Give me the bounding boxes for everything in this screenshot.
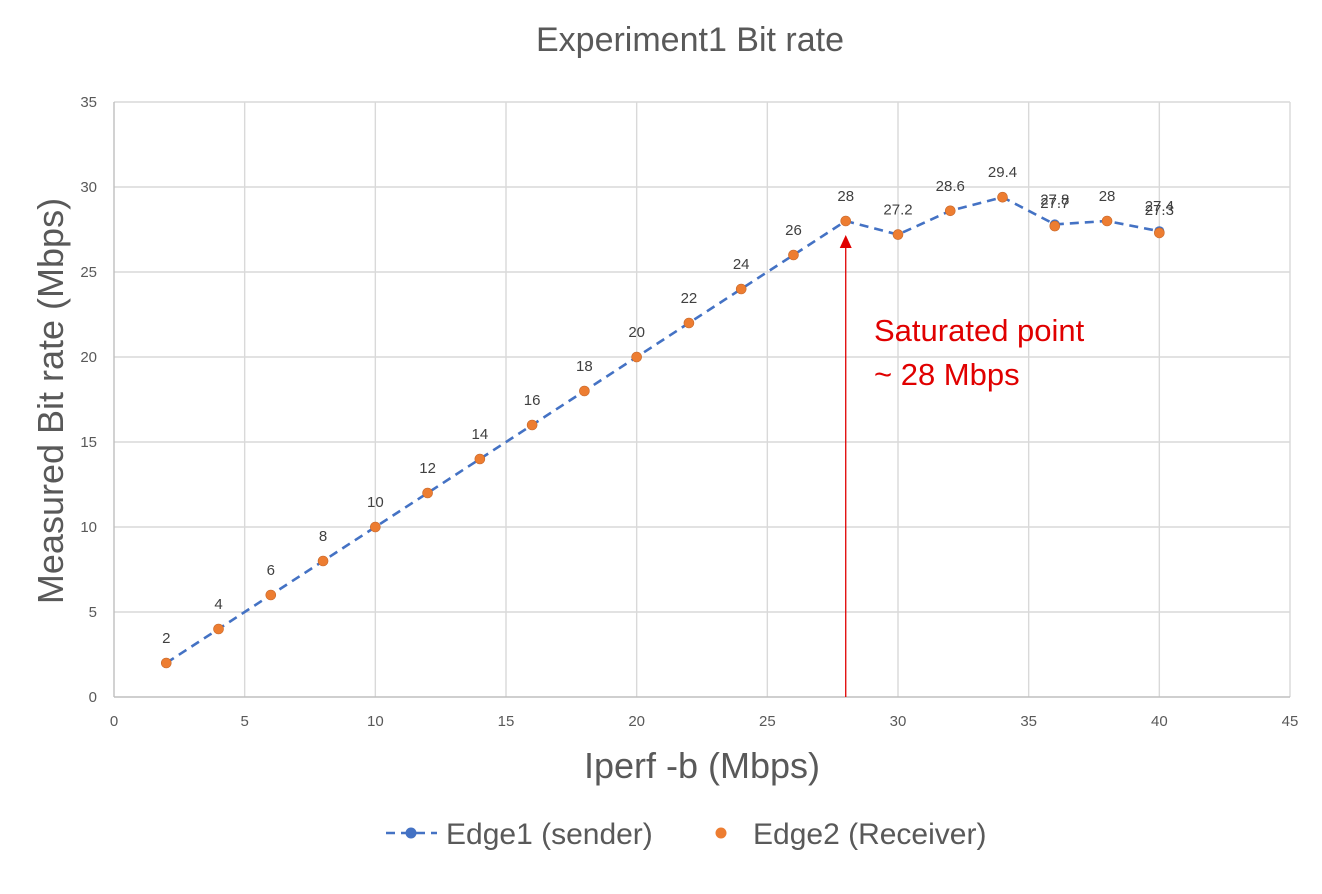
series	[160, 191, 1165, 669]
legend-edge1-marker	[405, 827, 417, 839]
y-tick-label: 30	[80, 179, 97, 196]
data-label-edge1: 10	[367, 494, 384, 511]
data-label-edge1: 27.8	[1040, 191, 1069, 208]
data-labels: 27.7 27.324681012141618202224262827.228.6…	[162, 164, 1174, 647]
y-tick-label: 10	[80, 519, 97, 536]
y-axis-title: Measured Bit rate (Mbps)	[30, 198, 71, 604]
data-label-edge1: 28	[837, 188, 854, 205]
y-tick-label: 35	[80, 94, 97, 111]
data-label-edge1: 8	[319, 528, 327, 545]
x-axis-title: Iperf -b (Mbps)	[584, 745, 820, 786]
series-edge2-point	[370, 521, 381, 533]
series-edge2-point	[735, 283, 747, 295]
data-label-edge1: 27.2	[883, 202, 912, 219]
series-edge2-point	[788, 249, 799, 261]
data-label-edge1: 18	[576, 358, 593, 375]
legend-edge2-label: Edge2 (Receiver)	[753, 818, 986, 851]
x-tick-label: 10	[367, 713, 384, 730]
x-tick-label: 0	[110, 713, 118, 730]
x-tick-label: 5	[240, 713, 248, 730]
y-tick-label: 20	[80, 349, 97, 366]
series-edge2-point	[683, 317, 695, 329]
x-tick-label: 40	[1151, 713, 1168, 730]
annotation-arrowhead	[839, 235, 852, 248]
series-edge2-point	[1154, 227, 1165, 239]
data-label-edge1: 14	[472, 426, 489, 443]
y-tick-label: 15	[80, 434, 97, 451]
data-label-edge1: 28	[1099, 188, 1116, 205]
series-edge2-point	[422, 487, 433, 499]
data-label-edge1: 20	[628, 324, 645, 341]
y-tick-label: 5	[89, 604, 97, 621]
series-edge2-point	[265, 589, 277, 601]
data-label-edge1: 6	[267, 562, 275, 579]
data-label-edge2: 27.7	[1040, 195, 1069, 212]
data-label-edge2: 27.3	[1145, 202, 1174, 219]
series-edge2-point	[160, 657, 172, 669]
axes	[113, 102, 1290, 698]
x-tick-label: 25	[759, 713, 776, 730]
series-edge2-point	[997, 191, 1008, 203]
y-tick-label: 0	[89, 689, 97, 706]
data-label-edge1: 22	[681, 290, 698, 307]
series-edge2-point	[631, 351, 642, 363]
series-edge1-line	[165, 195, 1160, 665]
legend: Edge1 (sender) Edge2 (Receiver)	[386, 818, 986, 851]
annotation-text: Saturated point	[874, 313, 1085, 348]
series-edge2-point	[944, 205, 956, 217]
x-tick-label: 20	[628, 713, 645, 730]
data-label-edge1: 2	[162, 630, 170, 647]
series-edge2-point	[526, 419, 538, 431]
annotation-text: ~ 28 Mbps	[874, 357, 1020, 392]
series-edge2-point	[579, 385, 590, 397]
x-tick-label: 35	[1020, 713, 1037, 730]
y-tick-label: 25	[80, 264, 97, 281]
data-label-edge1: 27.4	[1145, 198, 1174, 215]
series-edge2-point	[213, 623, 224, 635]
x-tick-label: 15	[498, 713, 515, 730]
legend-edge1-label: Edge1 (sender)	[446, 818, 653, 851]
series-edge2-point	[317, 555, 329, 567]
series-edge2-point	[892, 229, 904, 240]
data-label-edge1: 29.4	[988, 164, 1017, 181]
tick-labels: 0 5 10 15 20 25 30 35 0 5 10 15 20 25 30 35 40 45	[80, 94, 1298, 730]
data-label-edge1: 26	[785, 222, 802, 239]
x-tick-label: 30	[890, 713, 907, 730]
gridlines	[114, 101, 1291, 697]
series-edge2-point	[474, 453, 486, 465]
data-label-edge1: 16	[524, 392, 541, 409]
data-label-edge1: 12	[419, 460, 436, 477]
annotation: Saturated point ~ 28 Mbps	[839, 235, 1085, 697]
data-label-edge1: 24	[733, 256, 750, 273]
data-label-edge1: 28.6	[936, 178, 965, 195]
data-label-edge1: 4	[214, 596, 222, 613]
chart-title: Experiment1 Bit rate	[536, 21, 844, 59]
x-tick-label: 45	[1282, 713, 1299, 730]
series-edge2-point	[1101, 215, 1113, 227]
series-edge2-point	[1049, 220, 1061, 232]
legend-edge2-marker	[715, 827, 727, 839]
series-edge2-point	[840, 215, 852, 227]
